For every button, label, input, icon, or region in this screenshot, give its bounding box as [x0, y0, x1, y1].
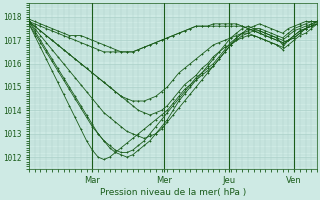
X-axis label: Pression niveau de la mer( hPa ): Pression niveau de la mer( hPa ): [100, 188, 246, 197]
